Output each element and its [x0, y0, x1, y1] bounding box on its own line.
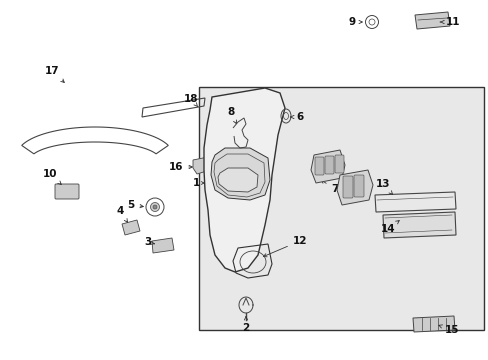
Text: 4: 4: [116, 206, 127, 222]
Polygon shape: [414, 12, 449, 29]
Text: 15: 15: [438, 325, 458, 335]
Polygon shape: [122, 220, 140, 235]
Text: 1: 1: [192, 178, 199, 188]
Text: 16: 16: [168, 162, 192, 172]
Text: 14: 14: [380, 221, 398, 234]
Polygon shape: [336, 170, 372, 205]
Ellipse shape: [150, 202, 159, 211]
Polygon shape: [193, 157, 209, 174]
Text: 6: 6: [290, 112, 303, 122]
Text: 5: 5: [127, 200, 143, 210]
FancyBboxPatch shape: [325, 156, 333, 174]
Text: 2: 2: [242, 317, 249, 333]
Polygon shape: [210, 148, 269, 200]
Text: 7: 7: [321, 180, 338, 194]
Text: 8: 8: [227, 107, 236, 123]
Text: 10: 10: [42, 169, 61, 184]
Text: 9: 9: [348, 17, 362, 27]
Polygon shape: [152, 238, 174, 253]
Polygon shape: [310, 150, 345, 183]
FancyBboxPatch shape: [55, 184, 79, 199]
FancyBboxPatch shape: [353, 175, 363, 197]
Text: 17: 17: [44, 66, 64, 82]
Polygon shape: [382, 212, 455, 238]
Text: 18: 18: [183, 94, 198, 107]
Text: 13: 13: [375, 179, 392, 194]
Text: 12: 12: [263, 236, 306, 257]
Text: 3: 3: [144, 237, 154, 247]
FancyBboxPatch shape: [342, 176, 352, 198]
Polygon shape: [203, 88, 285, 272]
Ellipse shape: [153, 205, 157, 209]
Bar: [199, 87, 483, 330]
Text: 11: 11: [439, 17, 459, 27]
Polygon shape: [412, 316, 454, 332]
Polygon shape: [218, 168, 258, 192]
FancyBboxPatch shape: [314, 157, 324, 175]
FancyBboxPatch shape: [334, 155, 343, 173]
